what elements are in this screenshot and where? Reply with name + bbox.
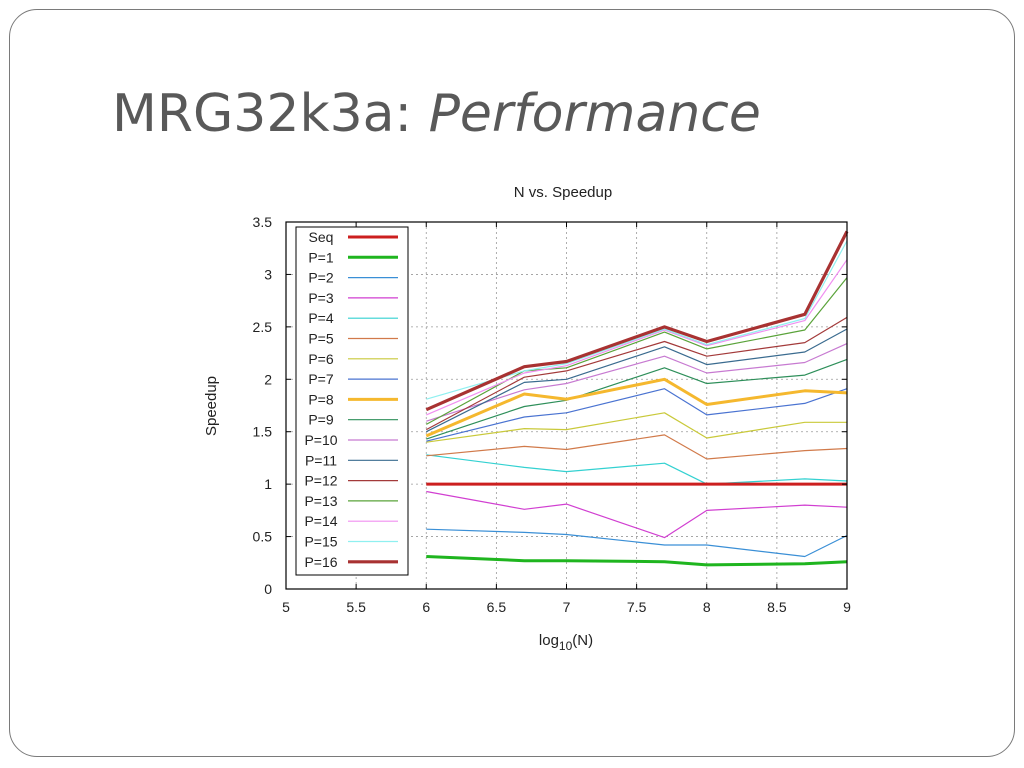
legend-label: P=16 bbox=[304, 554, 337, 570]
slide-title: MRG32k3a: Performance bbox=[112, 84, 761, 144]
legend-label: P=3 bbox=[308, 290, 334, 306]
series-line-p-11 bbox=[426, 328, 848, 433]
y-axis-label: Speedup bbox=[203, 376, 220, 436]
legend-label: P=12 bbox=[304, 473, 337, 489]
x-tick-label: 5.5 bbox=[346, 599, 366, 615]
legend-label: P=7 bbox=[308, 371, 334, 387]
y-tick-label: 0.5 bbox=[253, 529, 273, 545]
legend-box bbox=[295, 226, 409, 576]
x-tick-label: 8.5 bbox=[767, 599, 787, 615]
series-line-p-2 bbox=[426, 528, 848, 558]
legend-label: P=9 bbox=[308, 412, 334, 428]
y-tick-label: 1 bbox=[264, 476, 272, 492]
legend-label: P=2 bbox=[308, 270, 334, 286]
legend: Seq P=1 P=2 P=3 P=4 P=5 P=6 P=7 P=8 P=9 P=10 P=11 P=… bbox=[295, 226, 409, 576]
legend-label: P=13 bbox=[304, 493, 337, 509]
legend-label: P=1 bbox=[308, 249, 334, 265]
x-axis-label: log10(N) bbox=[539, 632, 593, 653]
legend-label: P=14 bbox=[304, 513, 337, 529]
legend-label: P=11 bbox=[305, 452, 337, 468]
y-tick-label: 3 bbox=[264, 266, 272, 282]
legend-label: P=5 bbox=[308, 331, 334, 347]
x-tick-label: 7.5 bbox=[627, 599, 647, 615]
x-axis-label-subscript: 10 bbox=[559, 639, 573, 653]
y-tick-label: 2 bbox=[264, 371, 272, 387]
legend-label: P=4 bbox=[308, 310, 334, 326]
series-line-p-15 bbox=[426, 240, 848, 400]
series-line-p-9 bbox=[426, 358, 848, 440]
x-axis-label-main: log bbox=[539, 632, 559, 649]
series-line-p-16 bbox=[425, 230, 849, 412]
legend-label: P=15 bbox=[304, 534, 337, 550]
series-line-p-4 bbox=[426, 454, 848, 485]
y-tick-label: 2.5 bbox=[253, 319, 273, 335]
legend-label: P=6 bbox=[308, 351, 334, 367]
series-line-p-7 bbox=[426, 388, 848, 442]
x-tick-label: 9 bbox=[843, 599, 851, 615]
x-tick-label: 6 bbox=[422, 599, 430, 615]
chart-title: N vs. Speedup bbox=[514, 184, 612, 201]
series-line-p-3 bbox=[426, 490, 848, 539]
series-line-p-12 bbox=[426, 316, 848, 431]
series-line-p-1 bbox=[426, 555, 848, 567]
legend-label: P=8 bbox=[308, 391, 334, 407]
legend-label: Seq bbox=[309, 229, 334, 245]
axis-ticks: 5 5.5 6 6.5 7 7.5 8 8.5 9 0 0.5 1 1.5 2 2.5 3 3.5 bbox=[253, 214, 852, 615]
y-tick-label: 3.5 bbox=[253, 214, 273, 230]
x-tick-label: 7 bbox=[563, 599, 571, 615]
series-line-p-8 bbox=[425, 377, 848, 438]
y-tick-label: 1.5 bbox=[253, 424, 273, 440]
legend-label: P=10 bbox=[304, 432, 337, 448]
x-axis-label-suffix: (N) bbox=[572, 632, 593, 649]
x-tick-label: 5 bbox=[282, 599, 290, 615]
y-tick-label: 0 bbox=[264, 581, 272, 597]
x-tick-label: 6.5 bbox=[487, 599, 507, 615]
x-tick-label: 8 bbox=[703, 599, 711, 615]
series-layer bbox=[425, 230, 849, 567]
slide-title-main: MRG32k3a: bbox=[112, 84, 429, 144]
series-line-p-10 bbox=[426, 343, 848, 422]
series-line-p-6 bbox=[426, 412, 847, 443]
series-line-p-5 bbox=[426, 434, 848, 460]
series-line-p-14 bbox=[426, 259, 848, 416]
slide-title-emphasis: Performance bbox=[428, 84, 761, 144]
